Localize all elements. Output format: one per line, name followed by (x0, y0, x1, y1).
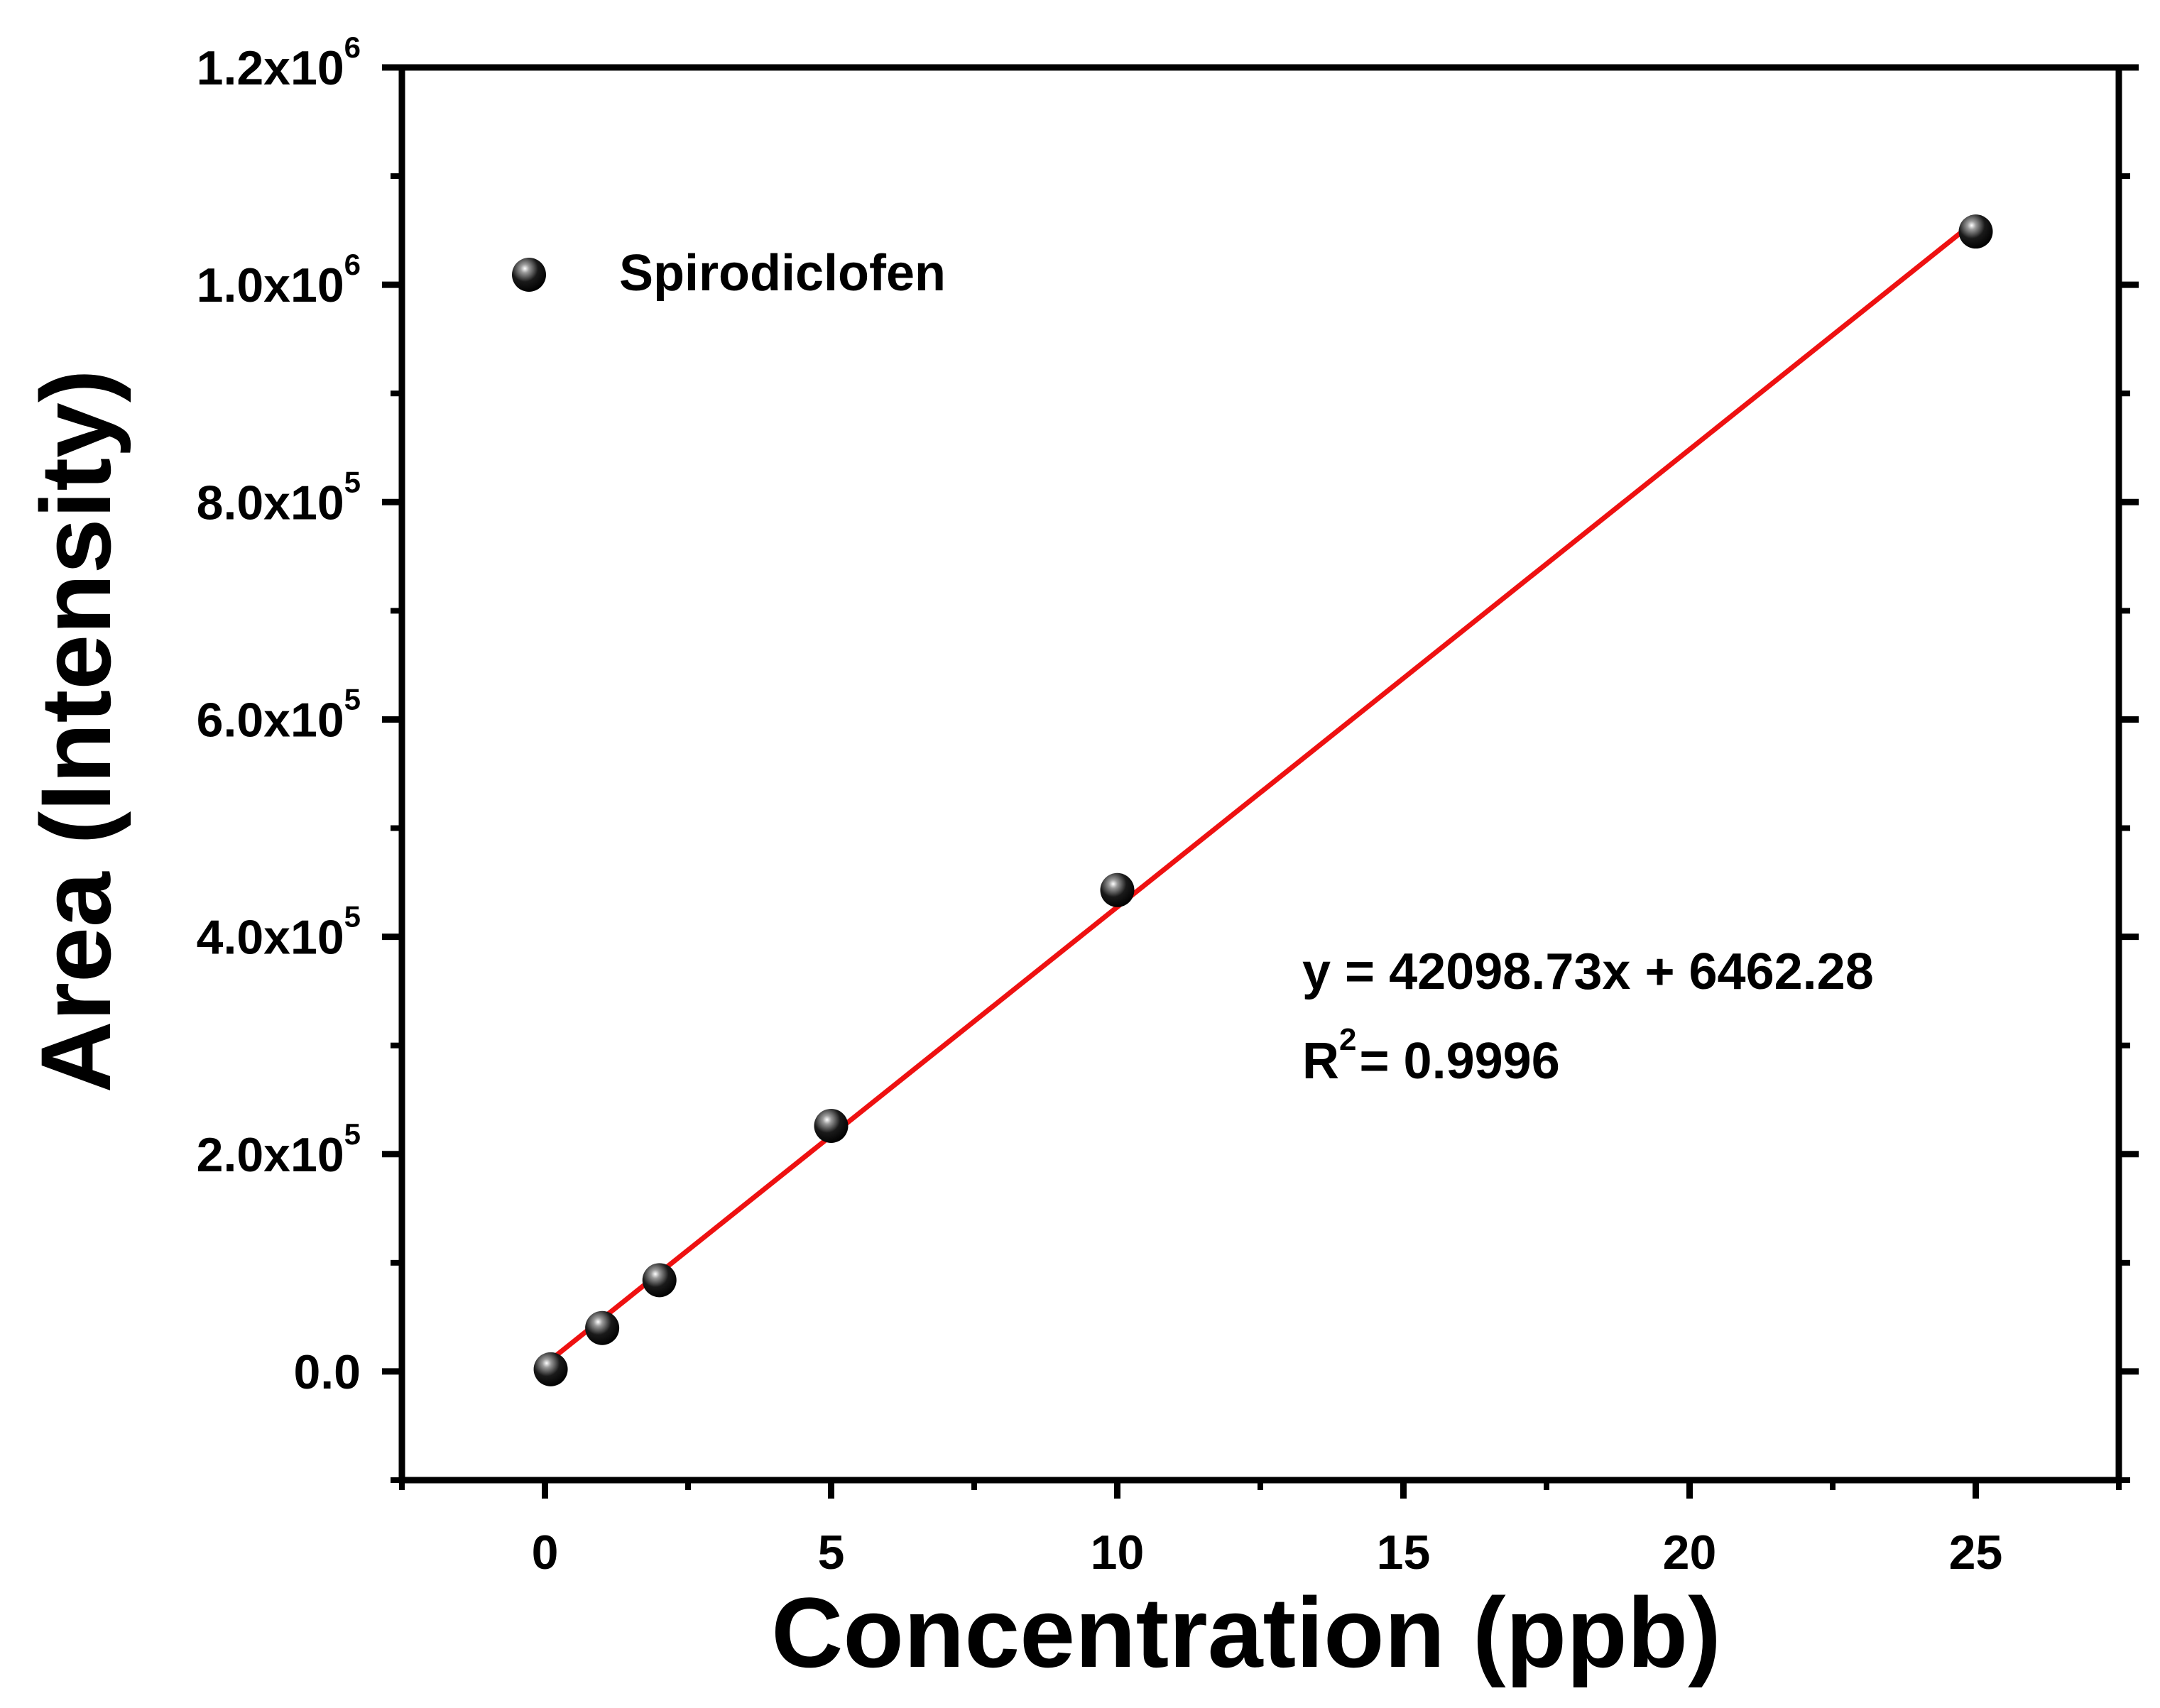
data-point (1958, 214, 1993, 249)
y-tick-mantissa: 8.0x10 (197, 476, 344, 530)
x-tick-label: 5 (818, 1526, 845, 1580)
y-tick-label: 4.0x105 (197, 900, 361, 965)
data-points (533, 214, 1993, 1386)
y-tick-mantissa: 6.0x10 (197, 693, 344, 747)
x-tick-label: 0 (532, 1526, 559, 1580)
legend-marker-sphere (512, 258, 546, 292)
x-axis-title: Concentration (ppb) (771, 1577, 1721, 1688)
x-tick-label: 10 (1091, 1526, 1145, 1580)
y-tick-mantissa: 1.2x10 (197, 41, 344, 95)
y-axis-ticks (382, 64, 2139, 1483)
y-tick-label: 8.0x105 (197, 465, 361, 530)
data-point (1100, 872, 1135, 907)
fit-equation: y = 42098.73x + 6462.28 (1302, 943, 1874, 1000)
data-point (585, 1310, 620, 1345)
y-tick-mantissa: 4.0x10 (197, 911, 344, 965)
y-axis-tick-labels: 0.02.0x1054.0x1056.0x1058.0x1051.0x1061.… (197, 31, 361, 1399)
data-point (642, 1263, 677, 1298)
y-tick-exponent: 5 (344, 465, 361, 498)
y-tick-mantissa: 2.0x10 (197, 1128, 344, 1182)
r-squared-exponent: 2 (1339, 1022, 1356, 1057)
y-tick-label: 1.0x106 (197, 248, 361, 312)
r-squared-value: = 0.9996 (1359, 1033, 1559, 1090)
x-tick-label: 15 (1377, 1526, 1431, 1580)
y-tick-label: 0.0 (293, 1345, 361, 1399)
y-tick-exponent: 5 (344, 900, 361, 934)
x-tick-label: 25 (1949, 1526, 2003, 1580)
data-point (814, 1108, 849, 1143)
y-axis-title: Area (Intensity) (20, 369, 131, 1093)
y-tick-label: 1.2x106 (197, 31, 361, 95)
y-tick-exponent: 5 (344, 1117, 361, 1151)
y-tick-mantissa: 1.0x10 (197, 258, 344, 312)
x-axis-tick-labels: 0 5 10 15 20 25 (532, 1526, 2003, 1580)
y-tick-label: 2.0x105 (197, 1117, 361, 1182)
y-tick-exponent: 5 (344, 682, 361, 716)
legend-label: Spirodiclofen (619, 245, 946, 302)
legend: Spirodiclofen (512, 245, 946, 302)
r-squared: R2= 0.9996 (1302, 1022, 1560, 1090)
y-tick-exponent: 6 (344, 31, 361, 64)
linear-fit-line (543, 219, 1978, 1367)
r-squared-symbol: R (1302, 1033, 1339, 1090)
y-tick-label: 6.0x105 (197, 682, 361, 747)
y-tick-mantissa: 0.0 (293, 1345, 361, 1399)
y-tick-exponent: 6 (344, 248, 361, 281)
x-tick-label: 20 (1663, 1526, 1717, 1580)
data-point (533, 1352, 568, 1386)
